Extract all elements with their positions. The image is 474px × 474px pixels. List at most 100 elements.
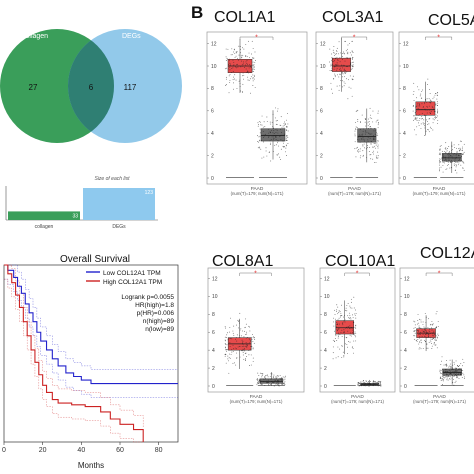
boxplot-point: [352, 64, 354, 66]
boxplot-point: [231, 338, 233, 340]
boxplot-point: [362, 145, 364, 147]
boxplot-point: [380, 383, 382, 385]
boxplot-point: [462, 372, 464, 374]
boxplot-point: [349, 42, 350, 44]
boxplot-point: [347, 346, 348, 348]
boxplot-point: [270, 373, 272, 375]
boxplot-point: [261, 115, 263, 117]
boxplot-point: [280, 135, 281, 137]
boxplot-point: [242, 75, 244, 77]
boxplot-point: [431, 338, 433, 340]
boxplot-point: [352, 333, 354, 335]
boxplot-point: [434, 339, 436, 341]
boxplot-point: [341, 72, 343, 74]
boxplot-point: [355, 336, 357, 338]
boxplot-point: [242, 330, 244, 332]
boxplot-point: [343, 81, 345, 83]
boxplot-point: [447, 157, 449, 159]
boxplot-point: [272, 126, 274, 127]
survival-plot-frame: [3, 264, 179, 443]
boxplot-point: [246, 356, 247, 358]
boxplot-point: [333, 68, 335, 70]
boxplot-point: [425, 99, 427, 101]
boxplot-point: [429, 330, 431, 332]
boxplot-point: [419, 95, 421, 97]
boxplot-point: [373, 143, 375, 144]
boxplot-point: [335, 65, 337, 67]
boxplot-point: [272, 151, 274, 152]
boxplot-point: [281, 384, 283, 385]
boxplot-point: [459, 157, 461, 159]
boxplot-point: [422, 321, 424, 323]
boxplot-point: [343, 51, 344, 53]
boxplot-point: [236, 340, 238, 342]
boxplot-point: [439, 145, 441, 147]
boxplot-point: [365, 385, 367, 387]
boxplot-point: [249, 63, 251, 65]
boxplot-point: [278, 145, 279, 147]
boxplot-point: [417, 103, 419, 105]
boxplot-point: [243, 348, 245, 350]
boxplot-point: [349, 316, 351, 318]
boxplot-point: [258, 136, 260, 138]
boxplot-point: [456, 147, 457, 149]
boxplot-point: [377, 381, 379, 383]
boxplot-point: [345, 73, 346, 75]
boxplot-point: [448, 146, 450, 147]
boxplot-point: [226, 57, 228, 59]
boxplot-point: [229, 79, 231, 81]
boxplot-point: [276, 124, 278, 125]
boxplot-y-tick-label: 2: [404, 366, 407, 372]
boxplot-point: [237, 59, 239, 61]
boxplot-point: [276, 153, 278, 155]
boxplot-point: [229, 331, 231, 333]
boxplot-point: [430, 100, 432, 102]
boxplot-point: [351, 65, 353, 67]
boxplot-point: [330, 65, 332, 67]
venn-overlap-count: 6: [89, 83, 94, 92]
boxplot-point: [444, 375, 446, 377]
boxplot-point: [241, 56, 243, 58]
boxplot-point: [329, 70, 331, 72]
boxplot-point: [284, 121, 285, 123]
boxplot-point: [349, 65, 351, 67]
boxplot-point: [339, 57, 341, 59]
boxplot-point: [426, 343, 428, 345]
boxplot-point: [335, 57, 336, 59]
boxplot-point: [452, 154, 454, 156]
boxplot-point: [273, 378, 275, 380]
boxplot-point: [351, 40, 353, 42]
boxplot-point: [367, 121, 369, 123]
boxplot-y-tick-label: 0: [212, 384, 215, 390]
boxplot-frame: [398, 31, 474, 185]
boxplot-point: [355, 333, 357, 334]
boxplot-point: [434, 94, 436, 96]
boxplot-point: [454, 147, 456, 149]
boxplot-point: [449, 155, 451, 157]
boxplot-point: [429, 339, 431, 341]
boxplot-point: [283, 142, 285, 144]
boxplot-point: [254, 75, 255, 77]
boxplot-point: [446, 148, 448, 149]
boxplot-point: [346, 78, 347, 80]
boxplot-point: [439, 158, 440, 160]
boxplot-point: [332, 339, 334, 341]
boxplot-point: [432, 129, 434, 131]
boxplot-point: [370, 141, 372, 143]
boxplot-point: [336, 329, 338, 331]
boxplot-point: [456, 377, 458, 379]
venn-right-count: 117: [124, 83, 137, 92]
boxplot-tumor-box: [415, 101, 436, 116]
boxplot-point: [351, 314, 353, 316]
survival-high-ci-upper: [4, 264, 144, 428]
boxplot-point: [417, 339, 419, 341]
boxplot-point: [428, 123, 430, 125]
boxplot-point: [445, 147, 447, 149]
boxplot-point: [282, 376, 284, 378]
boxplot-y-tick-label: 4: [324, 348, 327, 354]
boxplot-point: [437, 108, 438, 110]
boxplot-cancer-label: PAAD: [251, 186, 264, 192]
boxplot-point: [415, 117, 417, 119]
boxplot-point: [360, 381, 362, 383]
